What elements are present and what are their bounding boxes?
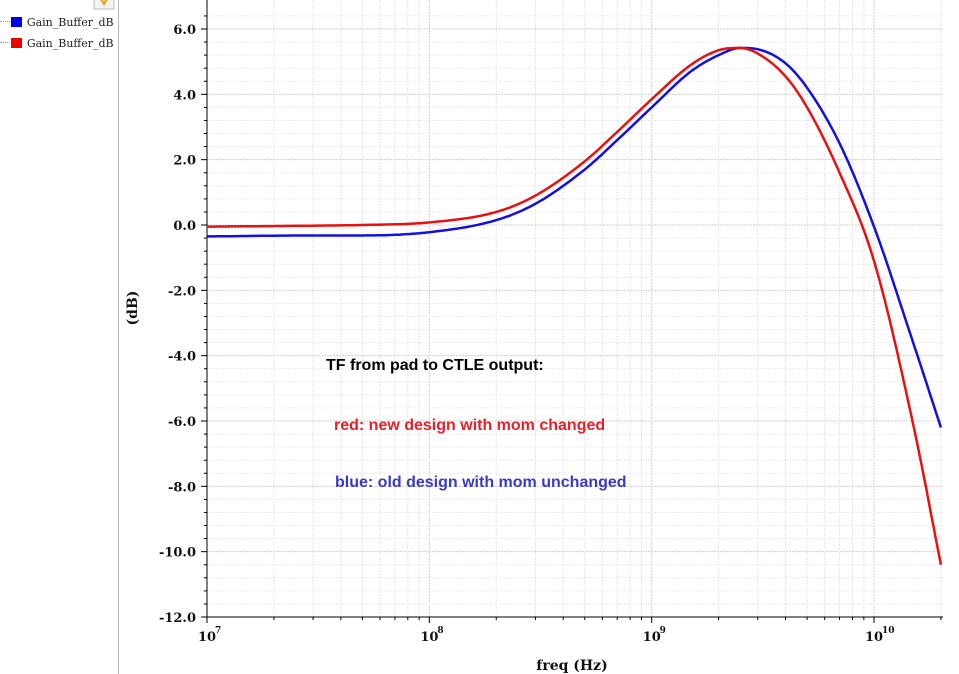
series-line-blue	[207, 46, 943, 428]
y-tick-label: 0.0	[173, 219, 196, 234]
series-line-red	[207, 46, 943, 565]
legend-item-red[interactable]: Gain_Buffer_dB	[0, 35, 118, 51]
legend-label: Gain_Buffer_dB	[26, 36, 114, 50]
x-tick-label: 10	[420, 630, 438, 645]
legend-swatch-red	[10, 38, 22, 48]
y-tick-label: -6.0	[168, 415, 196, 430]
y-axis-label: (dB)	[125, 291, 141, 326]
y-ticks: 6.0 4.0 2.0 0.0 -2.0 -4.0 -6.0 -8.0 -10.0 -12.0	[159, 15, 207, 626]
marker-pin-icon[interactable]	[92, 0, 116, 10]
x-tick-label: 10	[643, 630, 661, 645]
legend-label: Gain_Buffer_dB	[26, 15, 114, 29]
x-tick-exponent: 10	[882, 626, 895, 636]
annotation-blue-note: blue: old design with mom unchanged	[335, 474, 627, 491]
legend-panel: Gain_Buffer_dB Gain_Buffer_dB	[0, 0, 119, 674]
legend-item-blue[interactable]: Gain_Buffer_dB	[0, 14, 118, 30]
axes	[206, 0, 943, 618]
y-tick-label: -12.0	[159, 611, 196, 626]
x-tick-label: 10	[198, 630, 216, 645]
y-tick-label: -4.0	[168, 350, 196, 365]
tree-connector	[0, 21, 10, 23]
y-tick-label: 2.0	[173, 154, 196, 169]
series-lines	[207, 46, 943, 565]
x-tick-exponent: 9	[660, 626, 666, 636]
annotation-red-note: red: new design with mom changed	[334, 417, 605, 434]
y-tick-label: 6.0	[173, 23, 196, 38]
x-tick-exponent: 7	[215, 626, 221, 636]
y-tick-label: 4.0	[173, 88, 196, 103]
plot-area[interactable]: 6.0 4.0 2.0 0.0 -2.0 -4.0 -6.0 -8.0 -10.0 -12.0 1…	[120, 0, 959, 674]
legend-swatch-blue	[10, 17, 22, 27]
x-tick-label: 10	[865, 630, 883, 645]
x-tick-exponent: 8	[437, 626, 443, 636]
y-tick-label: -2.0	[168, 284, 196, 299]
annotation-title: TF from pad to CTLE output:	[326, 357, 544, 374]
tree-connector	[0, 42, 10, 44]
x-axis-label: freq (Hz)	[536, 658, 607, 674]
grid	[206, 0, 943, 618]
y-tick-label: -10.0	[159, 546, 196, 561]
y-tick-label: -8.0	[168, 480, 196, 495]
